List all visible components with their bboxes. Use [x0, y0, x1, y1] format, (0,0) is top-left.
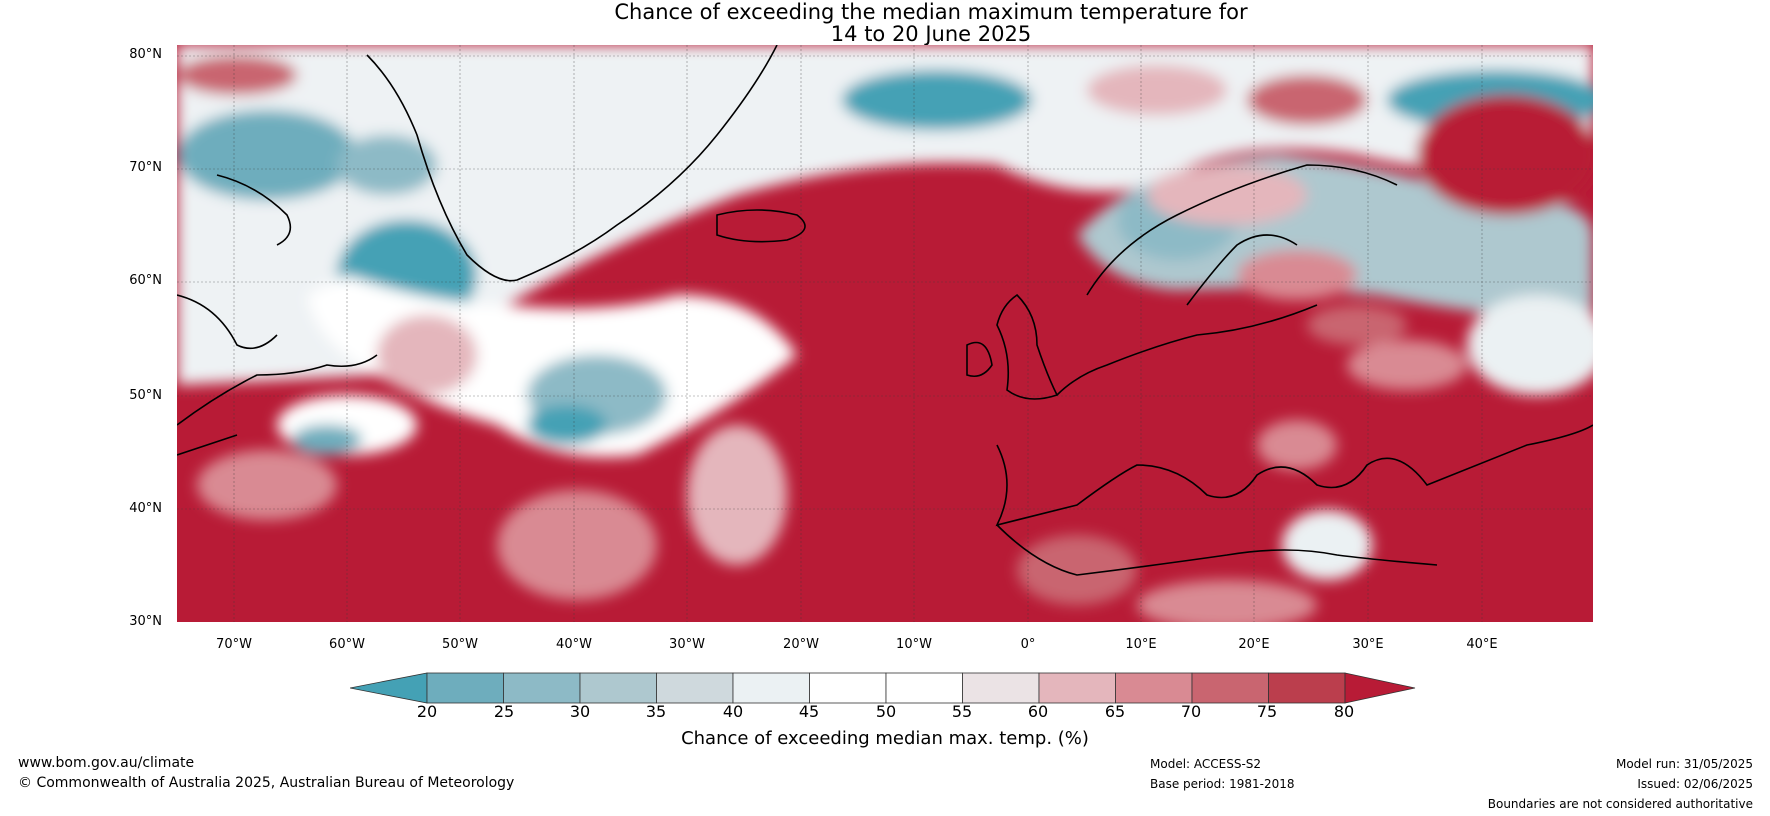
- gridlines: [177, 45, 1593, 622]
- colorbar-segment: [1268, 672, 1346, 704]
- colorbar-tick: 70: [1180, 702, 1202, 721]
- lat-label-30n: 30°N: [129, 614, 162, 629]
- lon-label-20w: 20°W: [783, 637, 819, 652]
- colorbar: [350, 672, 1416, 704]
- colorbar-tick: 35: [645, 702, 667, 721]
- lat-label-50n: 50°N: [129, 388, 162, 403]
- footer-model: Model: ACCESS-S2: [1150, 757, 1262, 771]
- colorbar-segment: [885, 672, 963, 704]
- map-title-line1: Chance of exceeding the median maximum t…: [614, 0, 1248, 24]
- lon-label-60w: 60°W: [329, 637, 365, 652]
- lon-label-50w: 50°W: [442, 637, 478, 652]
- footer-disclaimer: Boundaries are not considered authoritat…: [1487, 797, 1753, 811]
- coastlines: [177, 45, 1593, 576]
- colorbar-segment: [1191, 672, 1269, 704]
- footer-copyright: © Commonwealth of Australia 2025, Austra…: [18, 775, 515, 791]
- lon-label-10w: 10°W: [896, 637, 932, 652]
- colorbar-tick: 25: [493, 702, 515, 721]
- colorbar-tick: 75: [1256, 702, 1278, 721]
- lat-label-40n: 40°N: [129, 501, 162, 516]
- lat-label-60n: 60°N: [129, 273, 162, 288]
- lon-label-10e: 10°E: [1125, 637, 1157, 652]
- colorbar-segment: [962, 672, 1040, 704]
- colorbar-tick: 30: [569, 702, 591, 721]
- colorbar-tick: 55: [951, 702, 973, 721]
- probability-map: [177, 45, 1593, 622]
- colorbar-segment: [1038, 672, 1116, 704]
- map-title-line2: 14 to 20 June 2025: [830, 22, 1032, 46]
- colorbar-arrow-high: [1344, 672, 1416, 704]
- colorbar-tick: 65: [1104, 702, 1126, 721]
- colorbar-tick: 50: [875, 702, 897, 721]
- colorbar-arrow-low: [350, 672, 428, 704]
- lon-label-30e: 30°E: [1352, 637, 1384, 652]
- colorbar-segment: [426, 672, 504, 704]
- colorbar-segment: [656, 672, 734, 704]
- lat-label-80n: 80°N: [129, 47, 162, 62]
- lon-label-40e: 40°E: [1466, 637, 1498, 652]
- colorbar-tick: 80: [1333, 702, 1355, 721]
- colorbar-segment: [503, 672, 581, 704]
- lat-label-70n: 70°N: [129, 160, 162, 175]
- lon-label-70w: 70°W: [216, 637, 252, 652]
- footer-model-run: Model run: 31/05/2025: [1615, 757, 1753, 771]
- colorbar-segment: [579, 672, 657, 704]
- footer-base-period: Base period: 1981-2018: [1150, 777, 1295, 791]
- footer-issued: Issued: 02/06/2025: [1637, 777, 1753, 791]
- colorbar-segment: [1115, 672, 1193, 704]
- colorbar-tick: 20: [416, 702, 438, 721]
- map-svg: [177, 45, 1593, 622]
- colorbar-label: Chance of exceeding median max. temp. (%…: [681, 728, 1089, 749]
- colorbar-tick: 60: [1027, 702, 1049, 721]
- lon-label-0: 0°: [1020, 637, 1036, 652]
- colorbar-segment: [732, 672, 810, 704]
- lon-label-20e: 20°E: [1238, 637, 1270, 652]
- lon-label-40w: 40°W: [556, 637, 592, 652]
- colorbar-tick: 45: [798, 702, 820, 721]
- colorbar-tick: 40: [722, 702, 744, 721]
- lon-label-30w: 30°W: [669, 637, 705, 652]
- footer-website: www.bom.gov.au/climate: [18, 755, 195, 771]
- colorbar-segment: [809, 672, 887, 704]
